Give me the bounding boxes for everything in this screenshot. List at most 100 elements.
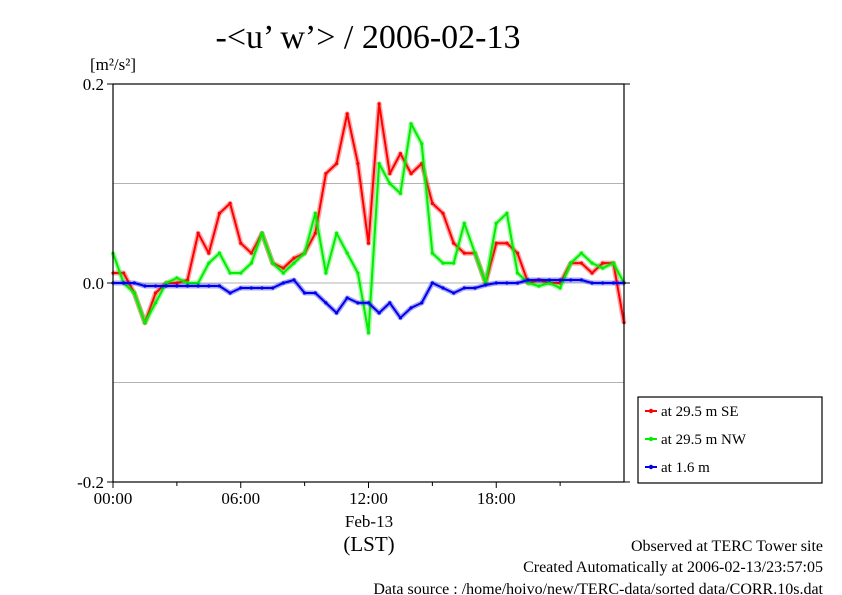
y-tick-label: 0.0 (83, 274, 104, 293)
data-point (345, 112, 349, 116)
data-point (579, 261, 584, 265)
data-point (132, 291, 136, 295)
data-point (420, 301, 424, 305)
data-point (366, 331, 371, 335)
data-point (366, 241, 371, 245)
data-point (366, 301, 371, 305)
data-point (611, 261, 615, 265)
data-point (228, 201, 232, 205)
data-point (334, 162, 339, 166)
data-point (164, 281, 168, 285)
data-point (409, 122, 413, 126)
x-axis-label: (LST) (343, 532, 394, 556)
data-point (579, 251, 584, 255)
data-point (558, 286, 562, 290)
y-axis-label: [m²/s²] (90, 55, 136, 74)
x-tick-label: 18:00 (477, 489, 516, 508)
x-tick-label: 06:00 (221, 489, 260, 508)
data-point (590, 261, 594, 265)
data-point (601, 266, 605, 270)
data-point (388, 181, 392, 186)
data-point (239, 286, 243, 290)
data-point (175, 281, 179, 285)
data-point (356, 162, 360, 166)
data-point (196, 231, 200, 235)
data-point (164, 284, 168, 288)
data-point (409, 306, 413, 310)
data-point (303, 251, 307, 255)
x-tick-label: 12:00 (349, 489, 388, 508)
data-point (473, 286, 477, 290)
data-point (281, 266, 285, 270)
data-point (420, 142, 424, 146)
data-point (611, 281, 615, 285)
data-point (515, 271, 520, 275)
data-point (537, 284, 541, 288)
data-point (462, 286, 466, 290)
series-halo (113, 101, 627, 326)
data-point (239, 271, 243, 275)
data-point (590, 271, 594, 275)
data-point (601, 281, 605, 285)
y-tick-label: -0.2 (77, 473, 104, 492)
data-point (143, 321, 147, 325)
footer-observed: Observed at TERC Tower site (631, 538, 823, 555)
data-point (409, 171, 413, 176)
data-point (271, 286, 275, 290)
data-point (601, 261, 605, 265)
data-point (324, 301, 328, 305)
data-point (249, 286, 253, 290)
data-point (260, 286, 264, 290)
chart-title: -<u’ w’> / 2006-02-13 (216, 19, 521, 56)
legend-marker (648, 464, 654, 470)
data-point (122, 281, 126, 285)
data-point (143, 284, 147, 288)
data-point (324, 171, 328, 176)
data-point (377, 162, 381, 166)
data-point (153, 291, 158, 295)
data-point (249, 261, 253, 265)
data-point (420, 162, 424, 166)
data-point (494, 221, 498, 225)
data-point (569, 261, 573, 265)
data-point (324, 271, 328, 275)
data-point (579, 278, 584, 282)
data-point (441, 211, 445, 215)
legend-marker (648, 408, 654, 414)
data-point (398, 316, 403, 320)
data-point (132, 281, 136, 285)
data-point (228, 271, 232, 275)
data-point (196, 281, 200, 285)
data-point (217, 211, 222, 215)
data-point (345, 251, 349, 255)
data-point (430, 281, 434, 285)
data-point (260, 231, 264, 235)
data-point (569, 278, 573, 282)
data-point (271, 261, 275, 265)
data-point (505, 281, 509, 285)
data-point (207, 261, 211, 265)
data-point (526, 278, 530, 282)
data-point (334, 231, 339, 235)
data-point (185, 278, 190, 282)
data-point (398, 191, 403, 196)
legend-box (637, 396, 823, 484)
x-tick-label: 00:00 (94, 489, 133, 508)
data-point (494, 241, 498, 245)
data-point (122, 271, 126, 275)
legend-label: at 1.6 m (661, 460, 710, 476)
data-point (547, 281, 552, 285)
data-point (473, 251, 477, 255)
data-point (398, 152, 403, 156)
data-point (515, 281, 520, 285)
data-point (228, 291, 232, 295)
x-ticks: 00:00 06:00 12:00 18:00 (94, 482, 561, 508)
data-point (441, 261, 445, 265)
data-point (303, 291, 307, 295)
data-point (430, 251, 434, 255)
series-group (110, 101, 627, 336)
y-tick-label: 0.2 (83, 75, 104, 94)
data-point (175, 276, 179, 280)
data-point (505, 211, 509, 215)
